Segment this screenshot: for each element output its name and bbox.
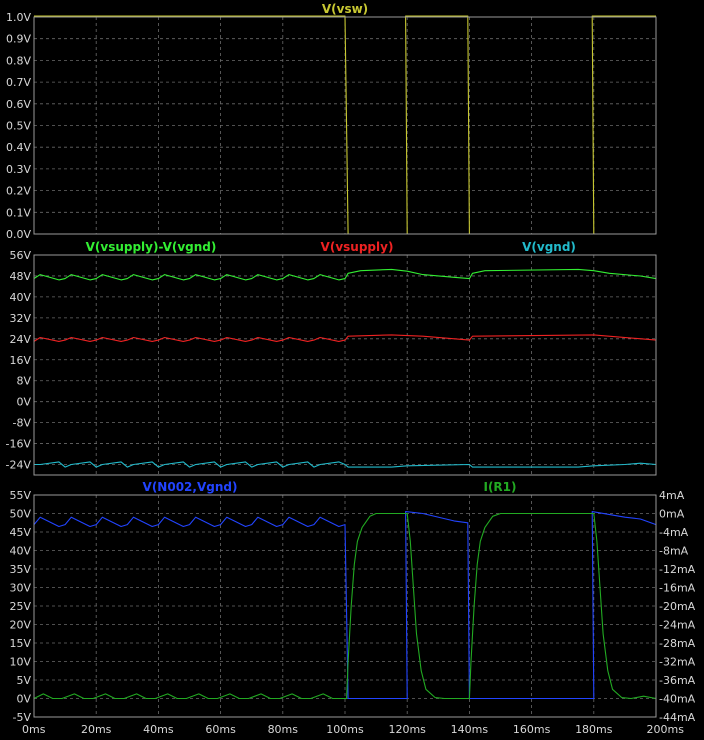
y-right-tick-label: -44mA <box>659 711 696 724</box>
y-tick-label: 32V <box>9 312 31 325</box>
plot-pane-3: 55V 50V 45V 40V 35V 30V 25V 20V 15V 10V 5V 0V -5V 4mA… <box>9 480 695 724</box>
x-tick-label: 180ms <box>575 723 613 736</box>
y-tick-label: 15V <box>9 637 31 650</box>
y-tick-label: 0V <box>16 693 31 706</box>
y-tick-label: 0.9V <box>6 33 31 46</box>
y-tick-label: 48V <box>9 270 31 283</box>
y-tick-label: 45V <box>9 526 31 539</box>
x-tick-label: 120ms <box>388 723 426 736</box>
x-tick-label: 140ms <box>451 723 489 736</box>
trace-title[interactable]: I(R1) <box>483 480 516 494</box>
y-tick-label: 0.8V <box>6 54 31 67</box>
y-tick-label: 0.6V <box>6 98 31 111</box>
y-right-tick-label: -20mA <box>659 600 696 613</box>
y-tick-label: 0.5V <box>6 120 31 133</box>
trace-title[interactable]: V(vsupply) <box>321 240 394 254</box>
y-tick-label: 0.4V <box>6 141 31 154</box>
x-tick-label: 0ms <box>22 723 46 736</box>
trace-v-vsupply-v-vgnd- <box>33 268 657 281</box>
plot-pane-1: 1.0V 0.9V 0.8V 0.7V 0.6V 0.5V 0.4V 0.3V 0.2V 0.1V… <box>6 2 657 241</box>
y-right-tick-label: -40mA <box>659 693 696 706</box>
y-right-tick-label: 0mA <box>659 508 685 521</box>
y-tick-label: 16V <box>9 354 31 367</box>
y-tick-label: 40V <box>9 545 31 558</box>
plot-frame <box>33 254 657 476</box>
y-tick-label: 50V <box>9 508 31 521</box>
y-tick-label: 55V <box>9 489 31 502</box>
y-tick-label: -5V <box>13 711 32 724</box>
y-right-tick-label: -28mA <box>659 637 696 650</box>
trace-title[interactable]: V(vgnd) <box>522 240 576 254</box>
trace-v-vsw- <box>34 15 656 235</box>
trace-v-n002-vgnd- <box>33 511 657 700</box>
y-right-tick-label: -12mA <box>659 563 696 576</box>
y-tick-label: 30V <box>9 582 31 595</box>
y-tick-label: 0.1V <box>6 206 31 219</box>
y-tick-label: 0.7V <box>6 76 31 89</box>
trace-title[interactable]: V(N002,Vgnd) <box>143 480 238 494</box>
y-tick-label: 20V <box>9 619 31 632</box>
plot-frame <box>33 16 657 235</box>
y-right-tick-label: -8mA <box>659 545 689 558</box>
y-tick-label: 0.2V <box>6 185 31 198</box>
y-right-tick-label: -24mA <box>659 619 696 632</box>
y-tick-label: 8V <box>16 375 31 388</box>
x-tick-label: 200ms <box>647 723 685 736</box>
x-axis: 0ms 20ms 40ms 60ms 80ms 100ms 120ms 140ms 160ms 1… <box>22 723 684 736</box>
y-right-tick-label: -16mA <box>659 582 696 595</box>
trace-i-r1- <box>33 512 657 700</box>
y-right-tick-label: -4mA <box>659 526 689 539</box>
y-tick-label: 24V <box>9 333 31 346</box>
y-right-tick-label: -36mA <box>659 674 696 687</box>
y-tick-label: 56V <box>9 249 31 262</box>
trace-title[interactable]: V(vsw) <box>322 2 368 16</box>
x-tick-label: 80ms <box>268 723 299 736</box>
y-tick-label: 35V <box>9 563 31 576</box>
x-tick-label: 160ms <box>513 723 551 736</box>
trace-v-vgnd- <box>34 461 657 468</box>
x-tick-label: 20ms <box>81 723 112 736</box>
trace-v-vsupply- <box>33 334 657 342</box>
y-tick-label: -24V <box>6 459 32 472</box>
plot-frame <box>33 494 657 718</box>
y-tick-label: 1.0V <box>6 11 31 24</box>
y-tick-label: 5V <box>16 674 31 687</box>
y-right-tick-label: 4mA <box>659 489 685 502</box>
x-tick-label: 40ms <box>143 723 174 736</box>
x-tick-label: 60ms <box>205 723 236 736</box>
y-tick-label: -8V <box>13 417 32 430</box>
y-tick-label: 0.3V <box>6 163 31 176</box>
x-tick-label: 100ms <box>326 723 364 736</box>
y-tick-label: 25V <box>9 600 31 613</box>
y-tick-label: 0.0V <box>6 228 31 241</box>
y-right-tick-label: -32mA <box>659 656 696 669</box>
y-tick-label: -16V <box>6 438 32 451</box>
plot-pane-2: 56V 48V 40V 32V 24V 16V 8V 0V -8V -16V -24V V(vsupp… <box>6 240 657 476</box>
y-tick-label: 40V <box>9 291 31 304</box>
y-tick-label: 10V <box>9 656 31 669</box>
trace-title[interactable]: V(vsupply)-V(vgnd) <box>86 240 217 254</box>
y-tick-label: 0V <box>16 396 31 409</box>
